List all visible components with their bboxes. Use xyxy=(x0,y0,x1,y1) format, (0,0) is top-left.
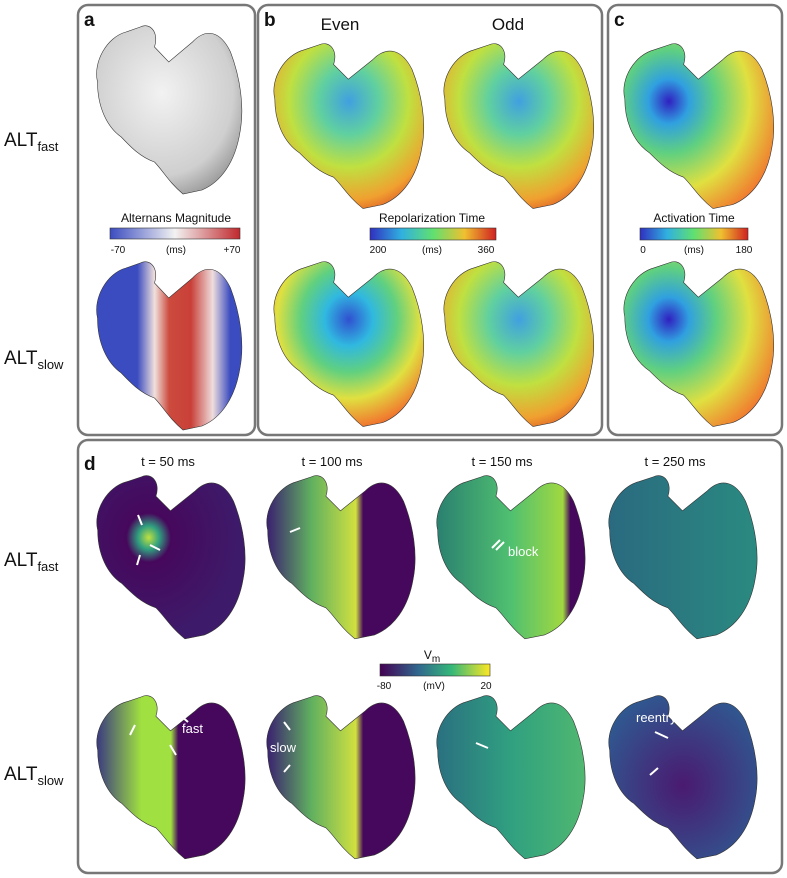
annotation: fast xyxy=(182,721,203,736)
colorbar-label: (ms) xyxy=(684,245,704,256)
heart-render xyxy=(96,475,246,640)
row-label: ALTfast xyxy=(4,130,59,154)
heart-render xyxy=(273,261,425,428)
arrows xyxy=(129,514,669,776)
colorbar xyxy=(639,227,749,241)
heart-render xyxy=(443,261,595,428)
colorbar-title: Alternans Magnitude xyxy=(121,211,231,225)
colorbar-label: (ms) xyxy=(166,245,186,256)
heart-render xyxy=(436,695,586,860)
colorbar-title: Vm xyxy=(424,648,440,665)
annotation: reentry xyxy=(636,710,677,725)
time-label: t = 150 ms xyxy=(471,454,533,469)
panel-a xyxy=(76,3,257,437)
heart-render xyxy=(608,475,758,640)
panel-letter: c xyxy=(614,10,625,31)
colorbar xyxy=(369,227,497,241)
colorbar-label: 180 xyxy=(736,245,753,256)
heart-render xyxy=(96,261,243,431)
colorbar-label: (ms) xyxy=(422,245,442,256)
heart-render xyxy=(623,261,775,428)
heart-render xyxy=(266,695,416,860)
heart-render xyxy=(608,695,758,860)
heart-render xyxy=(96,695,246,860)
heart-render xyxy=(273,43,425,210)
panel-b xyxy=(256,3,604,437)
heart-render xyxy=(96,25,243,195)
colorbar-label: 20 xyxy=(480,681,492,692)
colorbar-title: Repolarization Time xyxy=(379,211,485,225)
time-label: t = 50 ms xyxy=(141,454,195,469)
panel-letter: a xyxy=(84,10,95,31)
annotation: slow xyxy=(270,740,297,755)
row-label: ALTslow xyxy=(4,764,64,788)
column-header: Odd xyxy=(492,15,524,34)
row-label: ALTfast xyxy=(4,550,59,574)
colorbar-label: 360 xyxy=(478,245,495,256)
colorbar-label: 0 xyxy=(640,245,646,256)
panel-letter: b xyxy=(264,10,276,31)
colorbar-label: (mV) xyxy=(423,681,445,692)
colorbar-label: +70 xyxy=(224,245,241,256)
colorbar xyxy=(109,227,241,240)
annotation: block xyxy=(508,544,539,559)
colorbar xyxy=(379,663,491,677)
time-label: t = 250 ms xyxy=(644,454,706,469)
colorbar-label: -80 xyxy=(377,681,392,692)
row-label: ALTslow xyxy=(4,348,64,372)
panel-c xyxy=(606,3,784,437)
colorbar-label: 200 xyxy=(370,245,387,256)
column-header: Even xyxy=(321,15,360,34)
panel-d xyxy=(76,438,784,875)
heart-render xyxy=(623,43,775,210)
colorbar-label: -70 xyxy=(111,245,126,256)
panel-letter: d xyxy=(84,454,96,475)
colorbar-title: Activation Time xyxy=(653,211,735,225)
heart-render xyxy=(443,43,595,210)
heart-render xyxy=(266,475,416,640)
time-label: t = 100 ms xyxy=(301,454,363,469)
